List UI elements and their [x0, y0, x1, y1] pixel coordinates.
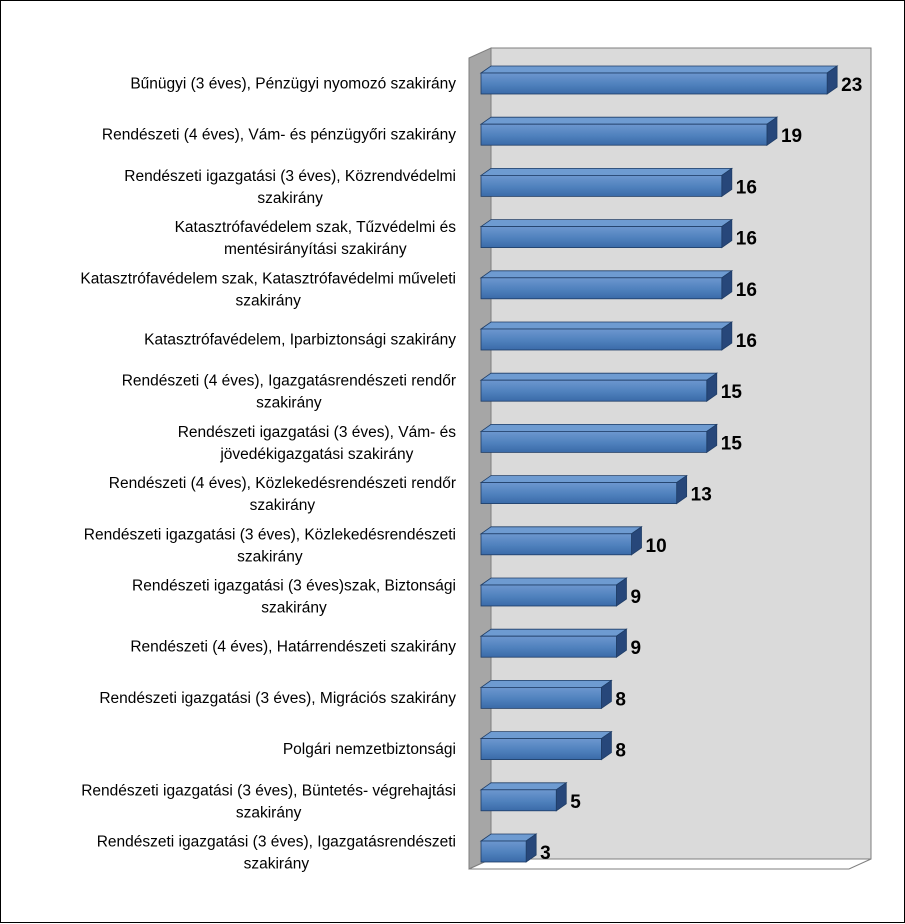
bar-front-face — [480, 738, 602, 760]
bar-front-face — [480, 226, 723, 249]
bar-5 — [479, 270, 734, 300]
value-label: 15 — [721, 433, 743, 454]
category-label: Katasztrófavédelem szak, Tűzvédelmi és — [175, 219, 457, 236]
bar-front-face — [480, 840, 527, 863]
bar-2 — [479, 116, 779, 146]
category-label: Rendészeti igazgatási (3 éves), Migráció… — [99, 690, 456, 707]
value-label: 16 — [736, 331, 757, 352]
category-label: Rendészeti igazgatási (3 éves), Igazgatá… — [97, 834, 456, 851]
bar-front-face — [480, 328, 723, 351]
category-label: Rendészeti (4 éves), Vám- és pénzügyőri … — [102, 127, 456, 144]
bar-front-face — [480, 533, 632, 556]
bar-top-face — [479, 372, 719, 381]
bar-top-face — [479, 270, 734, 279]
category-label: Bűnügyi (3 éves), Pénzügyi nyomozó szaki… — [130, 76, 456, 93]
bar-top-face — [479, 116, 779, 125]
bar-top-face — [479, 167, 734, 176]
bar-top-face — [479, 526, 643, 535]
category-label: Rendészeti igazgatási (3 éves), Büntetés… — [81, 782, 456, 799]
bar-front-face — [480, 789, 557, 812]
category-label: Rendészeti (4 éves), Közlekedésrendészet… — [109, 475, 456, 492]
bar-4 — [479, 218, 734, 249]
value-label: 9 — [630, 587, 641, 608]
category-label: Rendészeti (4 éves), Igazgatásrendészeti… — [122, 373, 456, 390]
value-label: 5 — [570, 792, 581, 813]
bar-top-face — [479, 731, 613, 739]
category-label: Rendészeti igazgatási (3 éves), Vám- és — [178, 424, 457, 441]
bar-10 — [479, 526, 643, 556]
bar-top-face — [479, 680, 613, 688]
value-labels: 23 19 16 16 16 16 15 15 13 10 9 9 8 8 5 3 — [540, 75, 862, 864]
bar-16 — [479, 833, 538, 863]
category-label: szakirány — [235, 292, 301, 309]
category-label: Katasztrófavédelem szak, Katasztrófavéde… — [80, 270, 456, 287]
category-label: szakirány — [250, 497, 316, 514]
value-label: 13 — [691, 485, 712, 506]
bar-9 — [479, 474, 688, 505]
category-label: szakirány — [236, 804, 302, 821]
bar-top-face — [479, 628, 628, 637]
category-label: jövedékigazgatási szakirány — [219, 446, 413, 463]
value-label: 16 — [736, 177, 757, 198]
bar-front-face — [480, 123, 768, 146]
bar-13 — [479, 679, 613, 710]
floor — [468, 858, 872, 870]
bar-top-face — [479, 219, 734, 228]
value-label: 8 — [615, 689, 626, 710]
category-label: mentésirányítási szakirány — [224, 241, 407, 258]
value-label: 9 — [630, 638, 641, 659]
category-labels: Bűnügyi (3 éves), Pénzügyi nyomozó szaki… — [80, 76, 456, 873]
bar-8 — [479, 423, 719, 454]
bar-front-face — [480, 174, 723, 197]
category-label: szakirány — [257, 190, 323, 207]
bar-6 — [479, 321, 734, 351]
bar-top-face — [479, 782, 568, 791]
bar-front-face — [480, 482, 678, 505]
category-label: Rendészeti igazgatási (3 éves), Közrendv… — [124, 168, 456, 185]
category-label: szakirány — [256, 395, 322, 412]
category-label: Rendészeti igazgatási (3 éves), Közleked… — [84, 526, 456, 543]
value-label: 16 — [736, 229, 757, 250]
bar-top-face — [479, 65, 839, 74]
bar-14 — [479, 730, 613, 761]
category-label: Rendészeti (4 éves), Határrendészeti sza… — [130, 639, 456, 656]
bar-3 — [479, 167, 734, 198]
category-label: Rendészeti igazgatási (3 éves)szak, Bizt… — [132, 578, 456, 595]
bar-1 — [479, 65, 839, 95]
bar-7 — [479, 372, 719, 402]
bars-group — [479, 65, 839, 863]
value-label: 8 — [615, 741, 626, 762]
category-label: szakirány — [244, 856, 310, 873]
value-label: 10 — [646, 536, 667, 557]
category-label: szakirány — [237, 548, 303, 565]
bar-front-face — [480, 687, 602, 709]
value-label: 15 — [721, 382, 743, 403]
bar-top-face — [479, 423, 719, 432]
bar-front-face — [480, 584, 617, 607]
bar-front-face — [480, 635, 617, 658]
bar-11 — [479, 577, 628, 607]
category-label: Polgári nemzetbiztonsági — [283, 741, 456, 758]
category-label: Katasztrófavédelem, Iparbiztonsági szaki… — [144, 332, 456, 349]
bar-top-face — [479, 475, 688, 484]
category-label: szakirány — [261, 600, 327, 617]
value-label: 3 — [540, 843, 551, 864]
value-label: 16 — [736, 280, 757, 301]
bar-top-face — [479, 577, 628, 586]
bar-front-face — [480, 430, 708, 453]
bar-front-face — [480, 379, 708, 402]
bar-front-face — [480, 277, 723, 300]
bar-top-face — [479, 321, 734, 330]
value-label: 19 — [781, 126, 802, 147]
bar-12 — [479, 628, 628, 658]
bar-15 — [479, 782, 568, 812]
value-label: 23 — [841, 75, 862, 96]
bar-front-face — [480, 72, 828, 95]
